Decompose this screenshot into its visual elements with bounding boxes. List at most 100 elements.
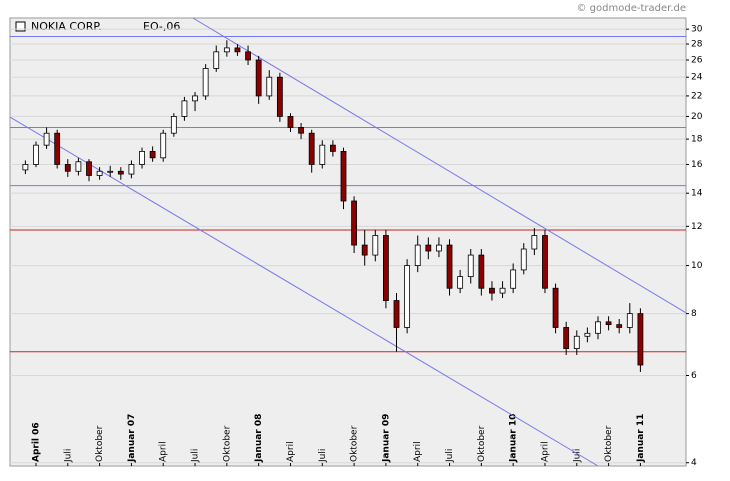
trend-line [9,116,599,467]
y-tick-label: 30 [691,25,703,35]
candle-body [160,132,167,159]
candle-body [202,68,209,97]
candle-body [234,47,241,53]
candle-body [467,254,474,278]
candle-body [329,144,336,152]
candle-body [478,254,485,289]
candle-body [446,244,453,289]
candle-body [64,164,71,172]
candle-body [393,300,400,328]
candle-body [404,265,411,328]
y-tick-label: 28 [691,40,703,50]
x-tick-label: April [159,441,169,462]
y-tick-label: 14 [691,189,703,199]
checkbox-icon [15,21,26,32]
source: © godmode-trader.de [577,3,687,14]
candle-body [107,170,114,173]
x-tick-label: Oktober [477,425,487,462]
candle-body [298,127,304,134]
x-tick-label: Januar 09 [381,414,391,463]
candle-body [584,332,591,337]
y-tick-label: 22 [691,91,702,101]
x-tick-label: April [286,441,296,462]
candle-body [128,164,135,175]
x-tick-label: April [540,441,550,462]
candle-body [520,248,527,271]
candle-body [139,150,145,165]
candle-body [616,324,623,328]
candle-body [117,170,124,175]
x-tick-label: Juli [63,449,73,463]
candle-body [414,244,421,266]
x-tick-label: April 06 [31,422,41,462]
x-tick-label: Juli [191,449,201,463]
candle-body [457,276,464,289]
x-tick-label: Oktober [350,425,360,462]
y-tick-label: 6 [691,371,697,381]
candle-body [637,313,644,366]
candle-body [96,170,103,176]
x-tick-label: Oktober [222,425,232,462]
candle-body [170,116,177,134]
x-tick-label: Juli [318,449,328,463]
candle-body [510,269,517,289]
candle-body [255,59,262,97]
y-tick-label: 16 [691,160,703,170]
candle-body [245,51,251,61]
y-tick-label: 8 [691,309,697,319]
x-tick-label: April [413,441,423,462]
candle-body [489,287,495,294]
candle-body [223,47,230,53]
candle-body [383,235,389,301]
y-tick-label: 26 [691,55,703,65]
candle-body [340,150,347,202]
candle-body [351,200,357,246]
candle-body [361,244,368,256]
y-tick-label: 24 [691,73,703,83]
candle-body [531,235,538,250]
y-tick-label: 4 [691,458,697,468]
candle-body [436,244,442,252]
candle-body [43,132,50,146]
candle-body [75,161,82,172]
candle-body [425,244,432,252]
candle-body [287,116,294,128]
x-tick-label: Oktober [604,425,614,462]
x-tick-label: Januar 10 [509,414,519,463]
candle-body [308,132,315,165]
candle-body [266,76,273,97]
x-tick-label: Januar 07 [127,414,137,463]
candle-body [605,321,612,326]
candle-body [626,313,633,328]
candle-body [573,335,580,349]
candle-body [33,144,39,165]
y-tick-label: 20 [691,112,703,122]
x-tick-label: Januar 11 [636,414,646,463]
x-tick-label: Oktober [95,425,105,462]
x-tick-label: Juli [572,449,582,463]
candle-body [552,287,559,328]
y-tick-label: 18 [691,135,703,145]
candle-body [213,51,220,69]
candle-body [595,321,601,334]
candle-body [563,327,570,349]
y-tick-label: 10 [691,261,703,271]
chart-title: NOKIA CORP. [31,20,102,33]
candle-body [192,95,198,102]
candle-body [276,76,283,117]
candle-body [372,235,379,256]
candle-body [181,100,188,117]
candle-body [86,161,92,176]
y-tick-label: 12 [691,222,702,232]
candle-body [499,287,506,294]
trend-line [192,17,687,314]
candle-body [149,150,156,159]
candle-body [319,144,326,165]
candle-body [54,132,61,165]
chart-subtitle: EO-,06 [143,20,180,33]
plot-area [9,17,687,467]
x-tick-label: Juli [445,449,455,463]
candle-body [22,164,29,171]
candle-body [542,235,548,289]
